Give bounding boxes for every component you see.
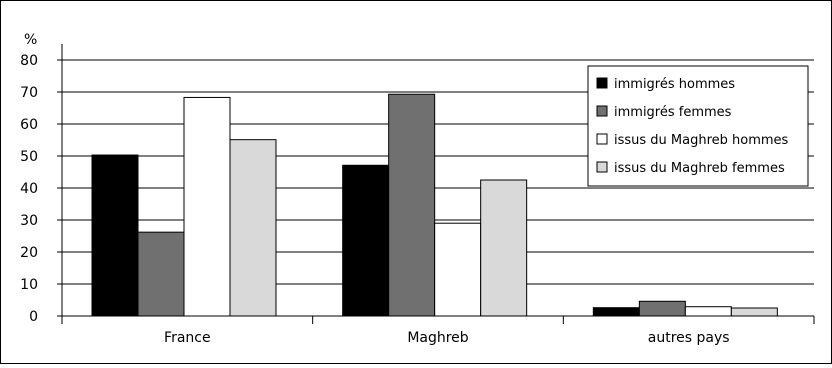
legend-swatch: [596, 77, 608, 89]
legend-items: immigrés hommes immigrés femmes issus du M…: [596, 77, 789, 176]
y-tick-label: 50: [20, 149, 38, 165]
y-tick-label: 70: [20, 85, 38, 101]
y-tick-label: 10: [20, 277, 38, 293]
x-tick-label: France: [164, 330, 211, 346]
bar: [592, 307, 640, 317]
x-tick-label: Maghreb: [407, 330, 468, 346]
bar: [434, 222, 482, 317]
bar: [684, 306, 732, 317]
bar: [480, 179, 528, 317]
x-tick-label: autres pays: [648, 330, 730, 346]
bar: [342, 164, 390, 317]
legend: immigrés hommes immigrés femmes issus du M…: [587, 65, 809, 187]
y-tick-label: 40: [20, 181, 38, 197]
y-tick-label: 80: [20, 53, 38, 69]
legend-label: immigrés femmes: [614, 105, 732, 120]
y-tick-labels: 0 10 20 30 40 50 60 70 80: [20, 53, 38, 325]
bar: [137, 231, 185, 317]
y-tick-label: 20: [20, 245, 38, 261]
legend-box: [587, 65, 809, 187]
bar: [183, 96, 231, 317]
bars: [91, 93, 778, 317]
y-axis-label: %: [24, 32, 37, 48]
bar: [730, 307, 778, 317]
bar: [91, 154, 139, 317]
legend-swatch: [596, 133, 608, 145]
y-tick-label: 0: [29, 309, 38, 325]
legend-swatch: [596, 105, 608, 117]
y-tick-label: 30: [20, 213, 38, 229]
y-tick-label: 60: [20, 117, 38, 133]
axes: [61, 44, 814, 317]
bar: [388, 93, 436, 317]
x-tick-labels: France Maghreb autres pays: [164, 330, 730, 346]
bar: [229, 139, 277, 317]
bar: [638, 300, 686, 317]
legend-swatch: [596, 161, 608, 173]
legend-label: immigrés hommes: [614, 77, 735, 92]
legend-label: issus du Maghreb femmes: [614, 161, 785, 176]
legend-label: issus du Maghreb hommes: [614, 133, 789, 148]
